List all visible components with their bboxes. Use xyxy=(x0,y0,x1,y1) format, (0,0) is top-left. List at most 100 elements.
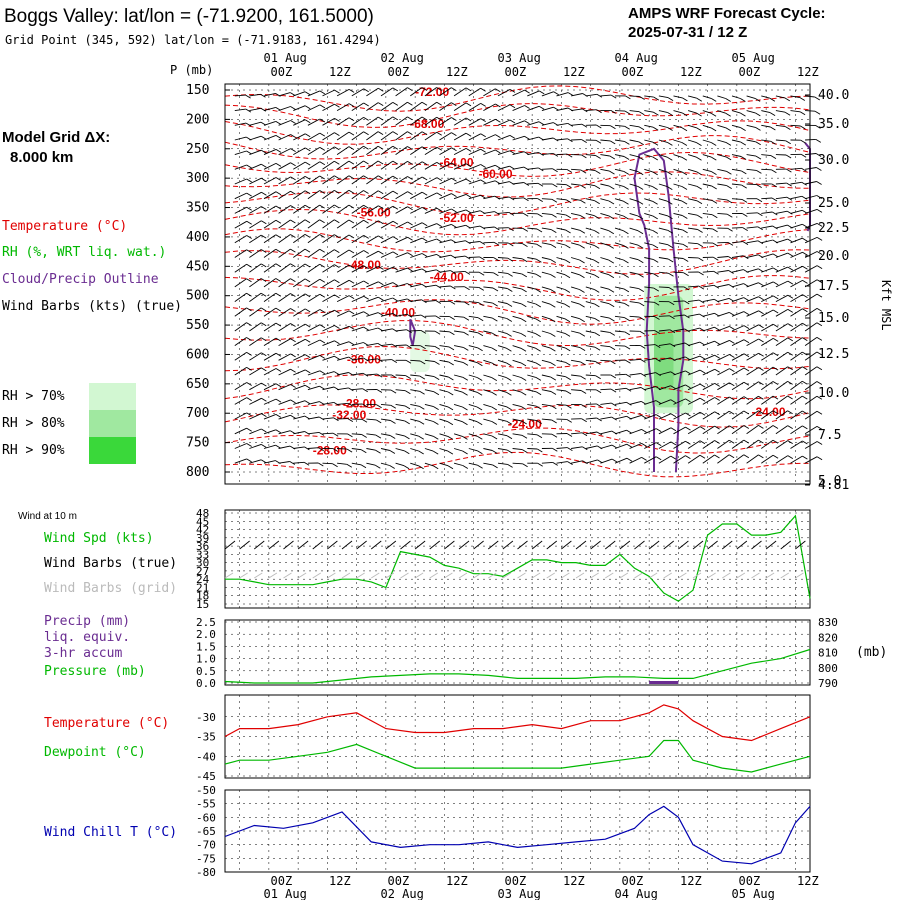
precip-bar xyxy=(649,681,679,684)
wind-barb-staff xyxy=(600,198,610,202)
wind-barb-staff xyxy=(351,357,364,361)
wind-barb-flag xyxy=(304,323,311,328)
precip-tick-label: 0.0 xyxy=(196,677,216,690)
wind-barb-staff xyxy=(804,351,818,361)
wind-barb-staff xyxy=(468,433,478,437)
wind-barb-flag xyxy=(684,314,690,319)
wind-barb-staff xyxy=(731,124,741,129)
wind-barb-staff xyxy=(249,322,262,332)
wind-barb-staff xyxy=(234,263,247,273)
wind-barb-staff xyxy=(644,257,654,260)
surface-wind-barb xyxy=(297,540,309,550)
wind-barb-flag xyxy=(290,399,296,404)
wind-barb-flag xyxy=(800,139,807,144)
wind-barb-flag xyxy=(506,406,512,411)
wind-barb-staff xyxy=(322,309,335,317)
wind-barb-staff xyxy=(731,339,745,347)
wind-barb-flag xyxy=(714,383,720,387)
wind-barb-staff xyxy=(541,122,554,126)
wind-barb-flag xyxy=(319,118,326,123)
temperature-contour-label: -24.00 xyxy=(752,405,786,419)
wind-barb-flag xyxy=(802,440,808,445)
wind-barb-flag xyxy=(465,163,472,168)
wind-barb-staff xyxy=(263,162,277,170)
wind-barb-staff xyxy=(717,110,726,114)
wind-barb-flag xyxy=(772,281,779,286)
wind-barb-staff xyxy=(644,95,654,98)
wind-barb-flag xyxy=(318,432,325,436)
surface-grid-barb xyxy=(648,572,658,579)
wind-barb-flag xyxy=(727,213,733,218)
top-day-tick-label: 03 Aug xyxy=(498,51,541,65)
wind-barb-flag xyxy=(594,332,601,337)
wind-barb-flag xyxy=(641,415,647,419)
wind-barb-staff xyxy=(731,95,741,99)
wind-barb-staff xyxy=(497,374,507,379)
wind-barb-staff xyxy=(336,341,350,347)
wind-barb-flag xyxy=(506,391,512,396)
pressure-tick-label: 450 xyxy=(186,259,209,274)
wind-barb-flag xyxy=(641,429,647,433)
surface-grid-barb xyxy=(751,572,760,579)
wind-barb-staff xyxy=(673,124,683,129)
forecast-cycle-value: 2025-07-31 / 12 Z xyxy=(628,24,747,41)
pressure-tick-label: 810 xyxy=(818,647,838,660)
wind-barb-staff xyxy=(585,168,596,172)
wind-barb-flag xyxy=(696,142,702,146)
wind-barb-staff xyxy=(702,411,715,420)
wind-barb-flag xyxy=(580,361,586,366)
wind-barb-flag xyxy=(421,146,428,151)
wind-barb-flag xyxy=(725,112,731,117)
surface-grid-barb xyxy=(619,572,629,579)
wind-barb-staff xyxy=(249,220,262,229)
wind-barb-flag xyxy=(725,127,732,132)
wind-barb-staff xyxy=(790,110,801,113)
top-time-tick-label: 12Z xyxy=(797,65,819,79)
wind-barb-flag xyxy=(246,164,252,169)
wind-barb-staff xyxy=(410,329,421,332)
wind-barb-staff xyxy=(585,183,596,187)
wind-barb-flag xyxy=(436,87,442,91)
wind-barb-flag xyxy=(419,390,425,395)
wind-barb-staff xyxy=(380,251,394,258)
wind-barb-staff xyxy=(629,183,639,187)
wind-barb-flag xyxy=(682,215,688,219)
wind-barb-flag xyxy=(623,156,630,160)
wind-barb-staff xyxy=(570,227,581,231)
wind-barb-flag xyxy=(758,367,764,371)
wind-barb-flag xyxy=(246,397,252,401)
wind-barb-flag xyxy=(334,204,340,209)
wind-barb-flag xyxy=(419,360,426,365)
wind-barb-flag xyxy=(304,278,311,283)
wind-barb-flag xyxy=(728,256,734,260)
wind-barb-staff xyxy=(336,325,350,332)
wind-barb-staff xyxy=(263,263,277,273)
wind-barb-staff xyxy=(249,249,262,258)
wind-barb-flag xyxy=(275,219,282,224)
wind-barb-staff xyxy=(468,345,478,349)
wind-barb-flag xyxy=(319,132,326,137)
bottom-time-tick-label: 12Z xyxy=(446,874,468,888)
wind-barb-flag xyxy=(579,274,585,279)
wind-barb-flag xyxy=(683,286,690,291)
wind-barb-flag xyxy=(652,215,658,220)
wind-barb-flag xyxy=(347,402,354,407)
wind-barb-staff xyxy=(249,459,262,464)
wind-barb-flag xyxy=(406,329,412,334)
surface-wind-barb xyxy=(356,540,367,550)
wind-barb-staff xyxy=(702,298,715,303)
wind-barb-staff xyxy=(761,295,774,303)
wind-barb-flag xyxy=(304,248,311,253)
wind-barb-staff xyxy=(541,212,552,215)
wind-barb-staff xyxy=(775,425,788,435)
wind-barb-flag xyxy=(815,139,822,143)
wind-barb-staff xyxy=(571,359,581,363)
wind-barb-flag xyxy=(363,131,369,136)
wind-barb-flag xyxy=(392,160,399,165)
wind-barb-flag xyxy=(741,199,748,203)
wind-barb-staff xyxy=(278,106,291,112)
wind-barb-flag xyxy=(579,303,585,308)
wind-barb-flag xyxy=(711,185,717,190)
wind-barb-staff xyxy=(541,137,554,141)
surface-grid-barb xyxy=(663,572,672,579)
